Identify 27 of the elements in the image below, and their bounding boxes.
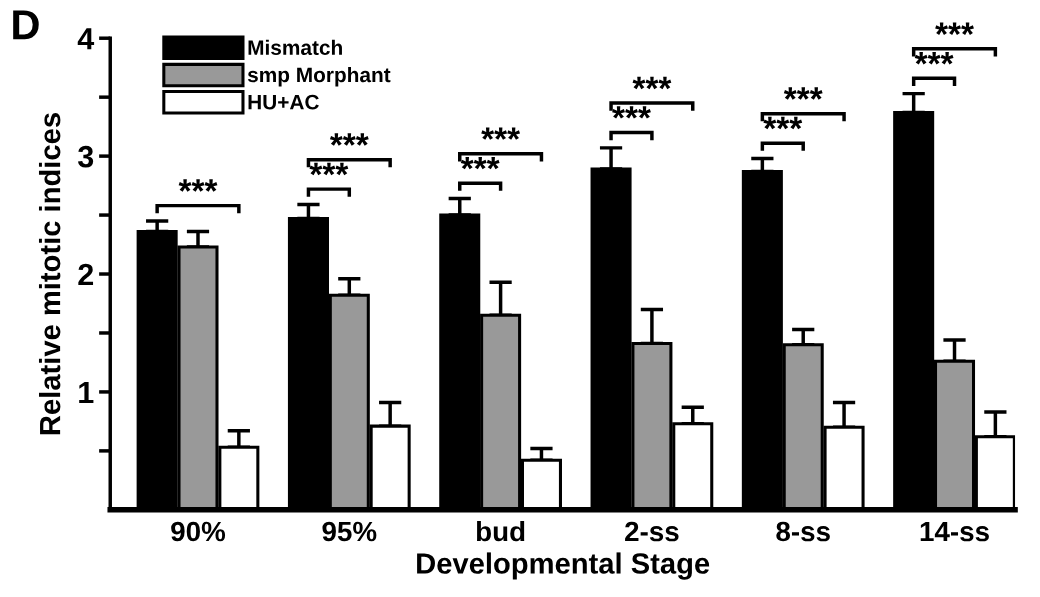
annotation: ***	[329, 133, 369, 146]
annotation: ***	[632, 76, 672, 90]
x-tick-label: 2-ss	[625, 521, 679, 542]
annotation: ***	[612, 106, 651, 119]
y-tick-label: 4	[77, 28, 95, 50]
legend-label: Mismatch	[248, 39, 342, 56]
x-tick-label: bud	[476, 520, 525, 542]
legend-label: smp Morphant	[247, 66, 391, 87]
y-tick-label: 3	[77, 145, 94, 168]
x-tick-label: 14-ss	[920, 521, 989, 542]
annotation: ***	[783, 87, 823, 100]
y-axis-title: Relative mitotic indices	[38, 113, 61, 435]
annotation: ***	[914, 51, 954, 65]
x-tick-label: 90%	[171, 521, 226, 542]
text: ***	[935, 22, 974, 35]
x-tick-label: 95%	[322, 521, 377, 542]
text: D	[13, 10, 39, 40]
x-tick-label: 8-ss	[776, 521, 830, 542]
annotation: ***	[763, 116, 803, 130]
annotation: ***	[460, 156, 500, 170]
annotation: ***	[178, 179, 218, 192]
annotation: ***	[309, 162, 349, 176]
annotation: ***	[481, 127, 521, 140]
y-tick-label: 2	[78, 263, 94, 286]
y-tick-label: 1	[79, 381, 94, 403]
x-axis-title: Developmental Stage	[417, 552, 710, 580]
legend-label: HU+AC	[248, 94, 319, 110]
